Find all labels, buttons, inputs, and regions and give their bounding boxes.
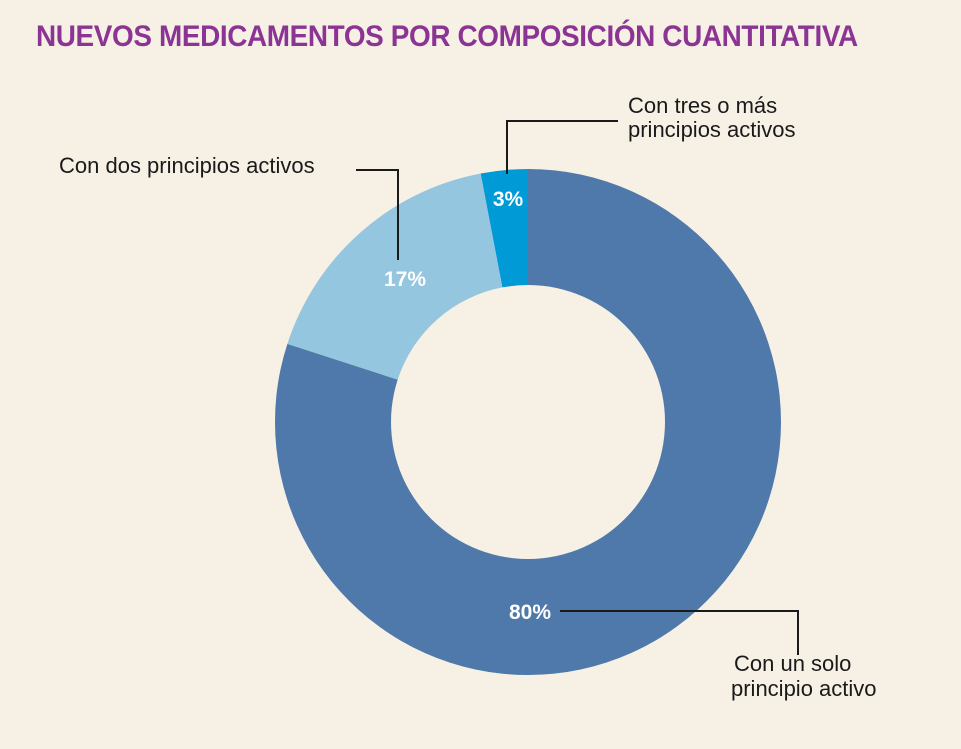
donut-slices (275, 169, 781, 675)
slice-value-label-single: 80% (509, 601, 551, 624)
donut-slice-three-plus (480, 169, 528, 288)
donut-slice-two (287, 173, 503, 380)
slice-value-label-two: 17% (384, 268, 426, 291)
leader-line-single (560, 610, 799, 655)
slice-value-label-three-plus: 3% (493, 188, 524, 211)
chart-title: NUEVOS MEDICAMENTOS POR COMPOSICIÓN CUAN… (36, 20, 858, 53)
leader-line-three-plus (506, 120, 618, 174)
slice-name-two: Con dos principios activos (59, 153, 315, 178)
slice-name-single-line-2: principio activo (731, 676, 877, 701)
slice-name-three-plus-line-1: Con tres o más (628, 93, 777, 118)
slice-name-three-plus-line-2: principios activos (628, 117, 796, 142)
leader-line-two (356, 169, 399, 260)
slice-name-single-line-1: Con un solo (734, 651, 851, 676)
donut-slice-single (275, 169, 781, 675)
